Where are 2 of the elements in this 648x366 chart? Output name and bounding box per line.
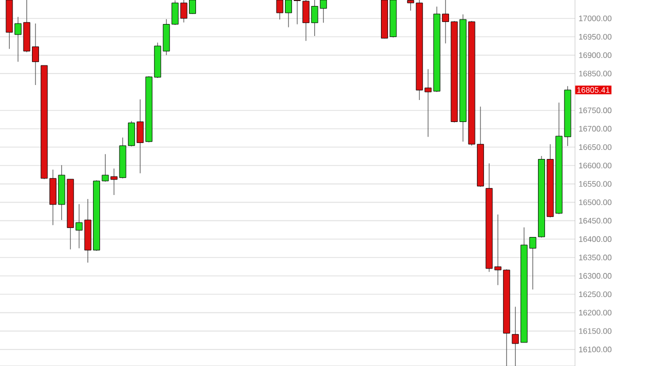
candlestick [407,0,414,11]
candlestick [320,0,327,24]
